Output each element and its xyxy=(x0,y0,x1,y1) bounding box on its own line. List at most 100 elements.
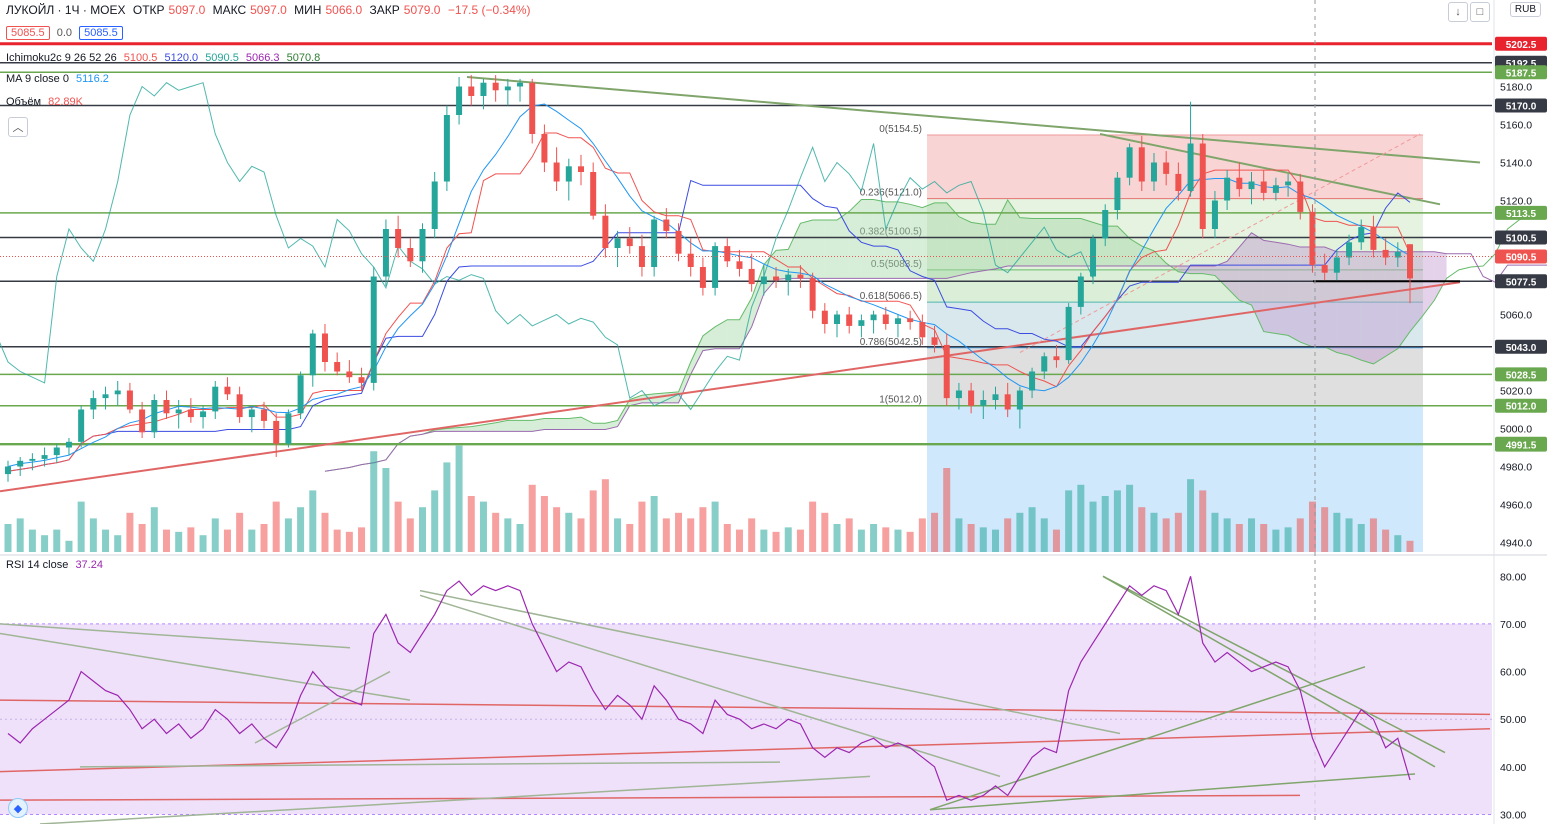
price-axis-tick: 4980.0 xyxy=(1500,462,1532,474)
volume-bar xyxy=(1333,512,1341,552)
candle-body xyxy=(1407,244,1413,279)
price-level-tag-label: 5077.5 xyxy=(1506,277,1537,288)
ichimoku-cloud-segment xyxy=(800,219,813,279)
price-level-tag xyxy=(1495,65,1547,80)
rsi-axis-tick: 50.00 xyxy=(1500,714,1526,726)
candle-body xyxy=(590,172,597,216)
price-axis-tick: 4960.0 xyxy=(1500,500,1532,512)
candle-body xyxy=(1272,185,1279,193)
candle-body xyxy=(907,318,914,323)
ichimoku-cloud-segment xyxy=(1080,218,1094,267)
volume-bar xyxy=(796,529,804,552)
candle-body xyxy=(175,409,182,414)
candle-body xyxy=(163,400,170,414)
sell-price-box[interactable]: 5085.5 xyxy=(6,26,50,40)
candle-body xyxy=(78,409,85,442)
ichimoku-cloud-segment xyxy=(958,216,972,276)
ichimoku-cloud-segment xyxy=(1190,266,1203,274)
volume-bar xyxy=(77,501,85,552)
ichimoku-cloud-segment xyxy=(1312,247,1325,347)
candle-body xyxy=(431,181,438,229)
logo-icon: ◆ xyxy=(13,802,23,815)
volume-bar xyxy=(431,490,439,552)
ichimoku-cloud-segment xyxy=(849,199,862,279)
buy-price-box[interactable]: 5085.5 xyxy=(79,26,123,40)
volume-bar xyxy=(16,518,24,552)
price-axis-tick: 5020.0 xyxy=(1500,386,1532,398)
candle-body xyxy=(1333,257,1340,273)
price-level-tag-label: 5028.5 xyxy=(1506,370,1537,381)
ichimoku-cloud-segment xyxy=(580,417,594,430)
candle-body xyxy=(638,246,645,267)
currency-label[interactable]: RUB xyxy=(1509,2,1541,17)
candle-body xyxy=(785,274,792,281)
volume-bar xyxy=(589,490,597,552)
candle-body xyxy=(736,261,743,269)
volume-bar xyxy=(1223,518,1231,552)
volume-bar xyxy=(345,531,353,552)
ma-legend[interactable]: MA 9 close 0 5116.2 xyxy=(6,73,113,85)
rsi-axis-tick: 40.00 xyxy=(1500,762,1526,774)
candle-body xyxy=(992,394,999,400)
price-level-tag-label: 5192.5 xyxy=(1506,59,1537,70)
volume-bar xyxy=(394,501,402,552)
candle-body xyxy=(151,400,158,433)
ichimoku-cloud-segment xyxy=(544,418,557,430)
volume-bar xyxy=(1126,484,1134,552)
volume-bar xyxy=(4,524,12,552)
volume-bar xyxy=(1077,484,1085,552)
volume-bar xyxy=(784,527,792,552)
trendline xyxy=(1099,133,1441,206)
volume-bar xyxy=(809,501,817,552)
ohlc-close: 5079.0 xyxy=(403,3,441,17)
maximize-button[interactable]: □ xyxy=(1470,2,1490,22)
volume-bar xyxy=(53,529,61,552)
volume-bar xyxy=(1235,524,1243,552)
candle-body xyxy=(346,371,353,378)
price-boxes: 5085.5 0.0 5085.5 xyxy=(6,26,127,40)
candle-body xyxy=(1029,371,1036,391)
volume-bar xyxy=(297,507,305,552)
candle-body xyxy=(955,390,962,399)
rsi-legend[interactable]: RSI 14 close 37.24 xyxy=(6,559,107,571)
volume-value: 82.89K xyxy=(48,96,83,108)
volume-bar xyxy=(504,518,512,552)
ichimoku-cloud-segment xyxy=(1336,251,1350,356)
volume-legend[interactable]: Объём 82.89K xyxy=(6,96,87,108)
collapse-legend-button[interactable]: ︿ xyxy=(8,117,28,137)
ichimoku-cloud-segment xyxy=(1227,247,1240,301)
ichimoku-cloud-segment xyxy=(1349,251,1362,361)
ichimoku-cloud-segment xyxy=(690,335,703,375)
move-down-button[interactable]: ↓ xyxy=(1448,2,1468,22)
candle-body xyxy=(1175,173,1182,191)
volume-bar xyxy=(199,535,207,552)
volume-bar xyxy=(772,531,780,552)
candle-body xyxy=(1309,211,1316,266)
candle-body xyxy=(468,86,475,96)
candle-body xyxy=(114,390,121,395)
volume-bar xyxy=(894,529,902,552)
volume-bar xyxy=(419,507,427,552)
fib-level-label: 0.236(5121.0) xyxy=(860,188,922,199)
candle-body xyxy=(553,162,560,182)
ichimoku-value-1: 5100.5 xyxy=(123,52,158,64)
symbol-title[interactable]: ЛУКОЙЛ · 1Ч · MOEX xyxy=(6,3,126,17)
candle-body xyxy=(846,314,853,326)
spread-value: 0.0 xyxy=(56,27,73,39)
volume-bar xyxy=(223,529,231,552)
ichimoku-legend[interactable]: Ichimoku2c 9 26 52 26 5100.5 5120.0 5090… xyxy=(6,52,324,64)
ichimoku-cloud-segment xyxy=(812,219,825,279)
volume-bar xyxy=(260,524,268,552)
tradingview-logo[interactable]: ◆ xyxy=(8,798,28,818)
volume-bar xyxy=(601,479,609,552)
volume-bar xyxy=(662,518,670,552)
candle-body xyxy=(1358,227,1365,243)
fib-zone xyxy=(927,237,1423,270)
candle-body xyxy=(1285,181,1292,186)
volume-bar xyxy=(675,512,683,552)
candle-body xyxy=(1260,181,1267,193)
candle-body xyxy=(443,115,450,182)
ichimoku-cloud-segment xyxy=(922,202,935,279)
ichimoku-cloud-segment xyxy=(1068,218,1081,267)
